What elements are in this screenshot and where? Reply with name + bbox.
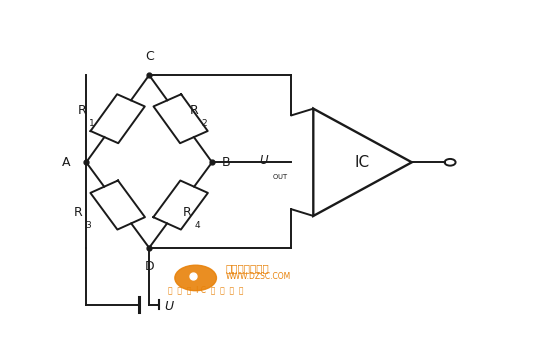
Text: $_{\rm OUT}$: $_{\rm OUT}$ bbox=[272, 172, 289, 182]
Text: D: D bbox=[144, 260, 154, 273]
Text: B: B bbox=[222, 156, 230, 169]
Text: WWW.DZSC.COM: WWW.DZSC.COM bbox=[226, 272, 291, 281]
Text: C: C bbox=[145, 50, 153, 63]
Text: R: R bbox=[183, 206, 192, 219]
Text: 2: 2 bbox=[201, 119, 207, 128]
Text: R: R bbox=[74, 206, 82, 219]
Text: 维库电子市场网: 维库电子市场网 bbox=[226, 264, 270, 273]
Text: R: R bbox=[190, 104, 199, 117]
Text: 4: 4 bbox=[195, 221, 200, 230]
Circle shape bbox=[175, 265, 217, 291]
Text: A: A bbox=[62, 156, 70, 169]
Text: $U$: $U$ bbox=[259, 154, 270, 167]
Text: 3: 3 bbox=[85, 221, 91, 230]
Text: IC: IC bbox=[355, 155, 370, 170]
Text: U: U bbox=[164, 300, 174, 313]
Text: R: R bbox=[78, 104, 86, 117]
Text: 球  最  大  I C  采  购  网  站: 球 最 大 I C 采 购 网 站 bbox=[168, 285, 244, 294]
Text: 1: 1 bbox=[89, 119, 95, 128]
